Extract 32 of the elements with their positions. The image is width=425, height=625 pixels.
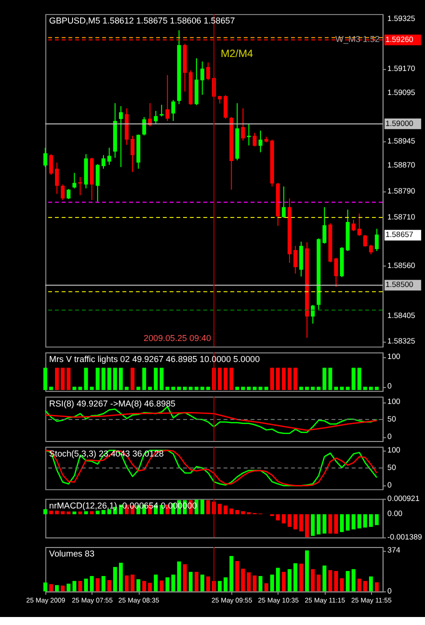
ref-line-label: 1.59000: [385, 118, 414, 128]
y-tick-label: 1.58945: [387, 136, 416, 146]
y-tick-label: 0: [387, 586, 392, 596]
y-tick-label: -0.001389: [387, 532, 422, 542]
ref-line-label: 1.59260: [385, 34, 414, 44]
y-tick-label: 0: [387, 382, 392, 391]
y-tick-label: 1.58710: [387, 212, 416, 222]
y-tick-label: 50: [387, 462, 396, 472]
ref-line-label: 1.58500: [385, 280, 414, 290]
chart-title: Volumes 83: [49, 548, 95, 559]
y-tick-label: 1.58325: [387, 336, 416, 346]
y-tick-label: 1.59170: [387, 64, 416, 73]
text: 1.58657: [385, 230, 414, 240]
y-tick-label: 0.00: [387, 509, 402, 518]
y-tick-label: 100: [387, 397, 400, 406]
y-tick-label: 1.59095: [387, 88, 416, 98]
chart-title: RSI(8) 49.9267 ->MA(8) 46.8985: [49, 398, 176, 408]
y-tick-label: 1.59325: [387, 14, 416, 23]
y-tick-label: 100: [387, 445, 400, 454]
y-tick-label: 0: [387, 432, 392, 441]
y-tick-label: 374: [387, 545, 401, 554]
y-tick-label: 0.000921: [387, 494, 420, 503]
y-tick-label: 1.58870: [387, 160, 416, 170]
annotation: W_M3 1.52: [335, 34, 380, 44]
y-tick-label: 1.58790: [387, 186, 416, 196]
y-tick-label: 50: [387, 414, 396, 424]
y-tick-label: 1.58405: [387, 310, 416, 320]
ref-line-label: 2009.05.25 09:40: [144, 332, 212, 343]
y-tick-label: 1.58560: [387, 260, 416, 270]
annotation: M2/M4: [220, 48, 254, 60]
y-tick-label: 0: [387, 480, 392, 490]
y-tick-label: 100: [387, 352, 400, 362]
